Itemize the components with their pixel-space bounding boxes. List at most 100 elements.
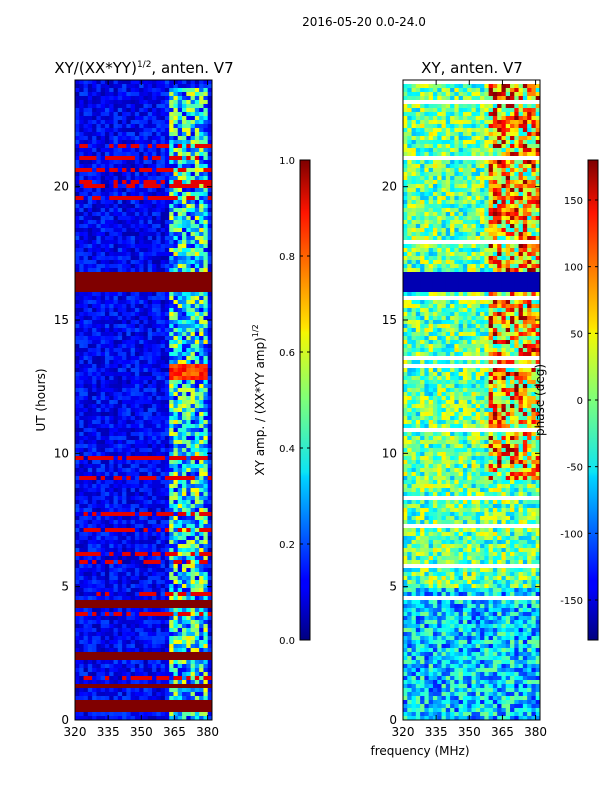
heatmap-cell [83, 500, 89, 505]
heatmap-cell [182, 156, 187, 161]
heatmap-cell [96, 696, 102, 701]
heatmap-cell [117, 168, 123, 173]
heatmap-cell [160, 292, 166, 297]
heatmap-cell [190, 464, 196, 469]
heatmap-cell [117, 84, 123, 89]
heatmap-cell [100, 664, 106, 669]
heatmap-cell [156, 420, 162, 425]
heatmap-cell [75, 560, 80, 565]
heatmap-cell [75, 96, 80, 101]
heatmap-cell [147, 544, 153, 549]
heatmap-cell [173, 132, 179, 137]
heatmap-cell [139, 568, 145, 573]
heatmap-cell [87, 424, 93, 429]
heatmap-cell [160, 500, 166, 505]
heatmap-cell [190, 260, 196, 265]
heatmap-cell [190, 340, 196, 345]
heatmap-cell [126, 180, 132, 185]
heatmap-cell [164, 332, 170, 337]
left-panel-title: XY/(XX*YY)1/2, anten. V7 [54, 59, 233, 77]
heatmap-cell [207, 444, 212, 449]
heatmap-cell [134, 308, 140, 313]
heatmap-cell [182, 684, 187, 689]
heatmap-cell [152, 320, 157, 325]
heatmap-cell [139, 588, 145, 593]
heatmap-cell [96, 520, 102, 525]
heatmap-cell [203, 404, 209, 409]
heatmap-cell [139, 460, 145, 465]
heatmap-cell [109, 492, 115, 497]
heatmap-cell [96, 364, 102, 369]
heatmap-cell [169, 636, 175, 641]
heatmap-cell [207, 352, 212, 357]
heatmap-cell [207, 384, 212, 389]
heatmap-cell [160, 232, 166, 237]
heatmap-cell [173, 684, 179, 689]
heatmap-cell [130, 260, 136, 265]
heatmap-cell [100, 108, 106, 113]
heatmap-cell [190, 104, 196, 109]
heatmap-cell [194, 536, 200, 541]
heatmap-cell [207, 460, 212, 465]
heatmap-cell [79, 332, 85, 337]
heatmap-cell [182, 120, 187, 125]
heatmap-cell [199, 440, 205, 445]
heatmap-cell [83, 644, 89, 649]
heatmap-cell [164, 376, 170, 381]
heatmap-cell [130, 548, 136, 553]
heatmap-cell [92, 568, 98, 573]
heatmap-cell [199, 472, 205, 477]
heatmap-cell [104, 256, 110, 261]
heatmap-cell [147, 540, 153, 545]
heatmap-cell [203, 268, 209, 273]
heatmap-cell [203, 308, 209, 313]
heatmap-cell [122, 148, 127, 153]
heatmap-cell [143, 600, 149, 605]
heatmap-cell [177, 260, 183, 265]
heatmap-cell [160, 84, 166, 89]
heatmap-cell [113, 136, 119, 141]
heatmap-cell [122, 600, 127, 605]
heatmap-cell [100, 312, 106, 317]
heatmap-cell [109, 396, 115, 401]
heatmap-cell [160, 588, 166, 593]
heatmap-cell [207, 276, 212, 281]
heatmap-cell [160, 344, 166, 349]
heatmap-cell [87, 692, 93, 697]
heatmap-cell [194, 396, 200, 401]
heatmap-cell [173, 504, 179, 509]
heatmap-cell [83, 552, 89, 557]
heatmap-cell [160, 252, 166, 257]
heatmap-cell [152, 480, 157, 485]
heatmap-cell [147, 236, 153, 241]
heatmap-cell [207, 364, 212, 369]
heatmap-cell [160, 412, 166, 417]
heatmap-cell [100, 196, 106, 201]
heatmap-cell [156, 232, 162, 237]
heatmap-cell [190, 144, 196, 149]
heatmap-cell [207, 236, 212, 241]
heatmap-cell [147, 156, 153, 161]
heatmap-cell [177, 116, 183, 121]
heatmap-cell [182, 376, 187, 381]
heatmap-cell [147, 492, 153, 497]
heatmap-cell [160, 248, 166, 253]
heatmap-cell [75, 240, 80, 245]
heatmap-cell [96, 332, 102, 337]
heatmap-cell [139, 240, 145, 245]
heatmap-cell [199, 244, 205, 249]
heatmap-cell [79, 376, 85, 381]
heatmap-cell [182, 168, 187, 173]
heatmap-cell [164, 356, 170, 361]
heatmap-cell [164, 188, 170, 193]
heatmap-cell [194, 480, 200, 485]
heatmap-cell [96, 464, 102, 469]
heatmap-cell [177, 84, 183, 89]
heatmap-cell [190, 168, 196, 173]
heatmap-cell [83, 384, 89, 389]
heatmap-cell [164, 636, 170, 641]
heatmap-cell [169, 244, 175, 249]
heatmap-cell [186, 128, 192, 133]
heatmap-cell [177, 624, 183, 629]
heatmap-cell [92, 424, 98, 429]
